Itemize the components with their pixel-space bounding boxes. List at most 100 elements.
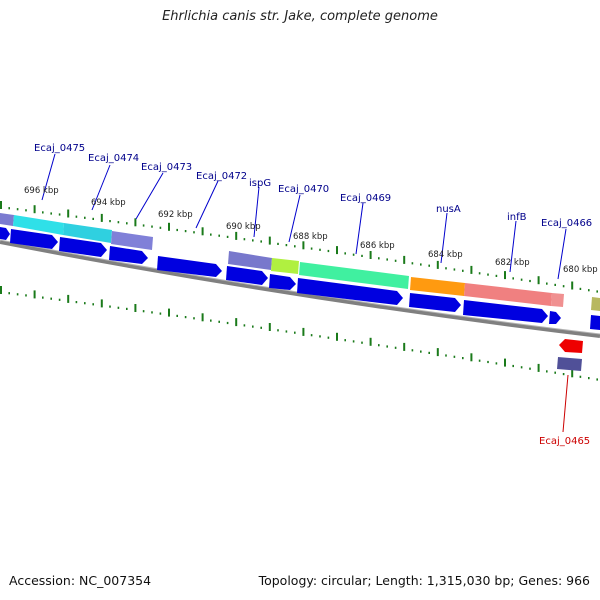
minor-tick — [159, 312, 162, 315]
minor-tick — [588, 289, 590, 292]
feature-infb[interactable] — [464, 283, 552, 306]
major-tick — [168, 308, 170, 317]
minor-tick — [117, 306, 120, 309]
minor-tick — [193, 231, 195, 234]
cds-arrow[interactable] — [463, 300, 548, 323]
major-tick — [336, 246, 338, 255]
minor-tick — [352, 253, 355, 256]
minor-tick — [546, 282, 548, 285]
minor-tick — [352, 340, 355, 343]
minor-tick — [520, 366, 523, 369]
minor-tick — [478, 272, 481, 275]
kbp-label: 684 kbp — [428, 250, 463, 260]
cds-arrow[interactable] — [297, 278, 403, 305]
genome-backbone — [0, 240, 600, 338]
feature-ecaj-0466[interactable] — [591, 297, 600, 311]
cds-arrow[interactable] — [590, 315, 600, 330]
minor-tick — [42, 211, 44, 214]
minor-tick — [50, 297, 52, 300]
minor-tick — [126, 222, 128, 225]
gene-label-ecaj-0475[interactable]: Ecaj_0475 — [34, 143, 85, 154]
feature-ecaj-0475[interactable] — [13, 215, 64, 235]
callout-ecaj-0470 — [288, 194, 301, 243]
kbp-label: 688 kbp — [293, 232, 328, 242]
minor-tick — [260, 240, 262, 243]
label-callouts — [41, 153, 569, 433]
minor-tick — [462, 357, 464, 360]
feature-infb-tail[interactable] — [551, 293, 564, 307]
major-tick — [33, 290, 36, 299]
minor-tick — [554, 283, 556, 286]
feature-ispg[interactable] — [228, 251, 272, 270]
major-tick — [369, 251, 372, 259]
gene-label-ecaj-0465[interactable]: Ecaj_0465 — [539, 436, 590, 447]
cds-arrow[interactable] — [226, 266, 268, 285]
major-tick — [100, 299, 103, 308]
cds-arrow[interactable] — [0, 227, 10, 240]
minor-tick — [16, 208, 19, 211]
feature-ecaj-0465[interactable] — [557, 357, 582, 371]
kbp-label: 696 kbp — [24, 186, 59, 196]
minor-tick — [226, 321, 229, 325]
gene-label-ecaj-0470[interactable]: Ecaj_0470 — [278, 184, 329, 195]
cds-arrow[interactable] — [269, 274, 296, 290]
gene-label-ecaj-0466[interactable]: Ecaj_0466 — [541, 218, 592, 229]
callout-infb — [509, 220, 517, 273]
minor-tick — [453, 355, 456, 358]
minor-tick — [562, 285, 565, 288]
minor-tick — [327, 249, 330, 253]
feature-ecaj-0473[interactable] — [111, 231, 153, 250]
kbp-label: 692 kbp — [158, 210, 193, 220]
major-tick — [504, 271, 506, 280]
major-tick — [537, 363, 540, 372]
major-tick — [100, 213, 103, 222]
gene-label-ecaj-0469[interactable]: Ecaj_0469 — [340, 193, 391, 204]
minor-tick — [462, 269, 464, 272]
cds-arrow[interactable] — [409, 293, 461, 312]
minor-tick — [193, 317, 195, 320]
minor-tick — [184, 230, 187, 233]
kbp-label: 682 kbp — [495, 258, 530, 268]
major-tick — [235, 318, 238, 327]
accession-label: Accession: NC_007354 — [9, 573, 152, 588]
cds-arrow[interactable] — [549, 311, 561, 324]
major-tick — [67, 294, 70, 303]
minor-tick — [428, 264, 430, 267]
major-tick — [67, 209, 70, 218]
feature-ecaj-0474[interactable] — [63, 223, 112, 243]
gene-label-ecaj-0473[interactable]: Ecaj_0473 — [141, 162, 192, 173]
cds-arrow[interactable] — [59, 237, 107, 257]
gene-label-ecaj-0472[interactable]: Ecaj_0472 — [196, 171, 247, 182]
cds-arrow[interactable] — [157, 256, 222, 277]
feature-ecaj-0469[interactable] — [299, 262, 409, 289]
gene-label-ecaj-0474[interactable]: Ecaj_0474 — [88, 153, 139, 164]
callout-ecaj-0475 — [41, 153, 56, 201]
minor-tick — [386, 345, 388, 348]
major-tick — [201, 227, 204, 236]
feature-nusa[interactable] — [410, 277, 465, 296]
major-tick — [0, 286, 2, 294]
minor-tick — [596, 290, 598, 293]
minor-tick — [210, 319, 212, 322]
minor-tick — [319, 335, 321, 338]
minor-tick — [184, 316, 187, 319]
gene-label-infb[interactable]: infB — [507, 212, 527, 223]
callout-ecaj-0465 — [562, 374, 569, 433]
kbp-label: 686 kbp — [360, 241, 395, 251]
kbp-label: 694 kbp — [91, 198, 126, 208]
feature-ecaj-0470[interactable] — [271, 258, 299, 274]
minor-tick — [546, 370, 548, 373]
gene-label-nusa[interactable]: nusA — [436, 204, 461, 215]
feature-ecaj-0465-reverse[interactable] — [559, 339, 583, 353]
outer-tick-track — [0, 201, 598, 293]
cds-arrow[interactable] — [10, 229, 58, 249]
major-tick — [336, 332, 338, 341]
feature-ecaj-0476[interactable] — [0, 213, 14, 226]
minor-tick — [8, 292, 10, 295]
cds-arrow[interactable] — [109, 246, 148, 264]
gene-label-ispg[interactable]: ispG — [249, 178, 271, 189]
major-tick — [302, 241, 305, 250]
major-tick — [201, 313, 204, 322]
major-tick — [168, 222, 170, 231]
